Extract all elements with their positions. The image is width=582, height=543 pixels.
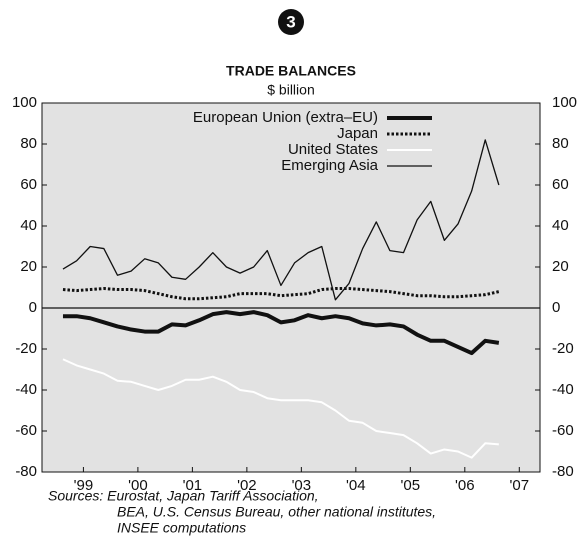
y-tick-label: -80 [15,463,37,480]
chart-subtitle: $ billion [267,82,314,98]
x-tick-label: '04 [346,477,366,494]
y2-tick-label: 40 [552,217,569,234]
series-line [62,310,500,356]
x-tick-label: '03 [292,477,312,494]
y2-tick-label: -80 [552,463,574,480]
badge-circle [278,9,304,35]
y-tick-label: 0 [29,299,37,316]
y-tick-label: 100 [12,94,37,111]
plot-area [41,102,541,473]
source-line: BEA, U.S. Census Bureau, other national … [117,504,436,520]
series-line [62,139,500,301]
y2-tick-label: -40 [552,381,574,398]
x-tick-label: '00 [128,477,148,494]
legend-label: Japan [337,125,378,142]
y-tick-label: 80 [20,135,37,152]
y2-tick-label: 0 [552,299,560,316]
source-line: Sources: Eurostat, Japan Tariff Associat… [48,488,319,504]
y-tick-label: -60 [15,422,37,439]
x-tick-label: '02 [237,477,257,494]
x-tick-label: '07 [510,477,530,494]
x-tick-label: '01 [183,477,203,494]
y2-tick-label: 100 [552,94,577,111]
y-tick-label: 20 [20,258,37,275]
y2-tick-label: -60 [552,422,574,439]
series-line [62,358,499,459]
legend-label: United States [288,141,378,158]
series-line [62,287,500,301]
legend-label: Emerging Asia [281,157,378,174]
y-tick-label: -20 [15,340,37,357]
y2-tick-label: -20 [552,340,574,357]
badge: 3 [286,12,295,31]
legend-label: European Union (extra–EU) [193,109,378,126]
x-tick-label: '99 [74,477,94,494]
chart-title: TRADE BALANCES [226,63,356,79]
y2-tick-label: 80 [552,135,569,152]
source-line: INSEE computations [117,520,246,536]
y2-tick-label: 60 [552,176,569,193]
x-tick-label: '05 [401,477,421,494]
x-tick-label: '06 [455,477,475,494]
y-tick-label: 40 [20,217,37,234]
y-tick-label: -40 [15,381,37,398]
y2-tick-label: 20 [552,258,569,275]
y-tick-label: 60 [20,176,37,193]
